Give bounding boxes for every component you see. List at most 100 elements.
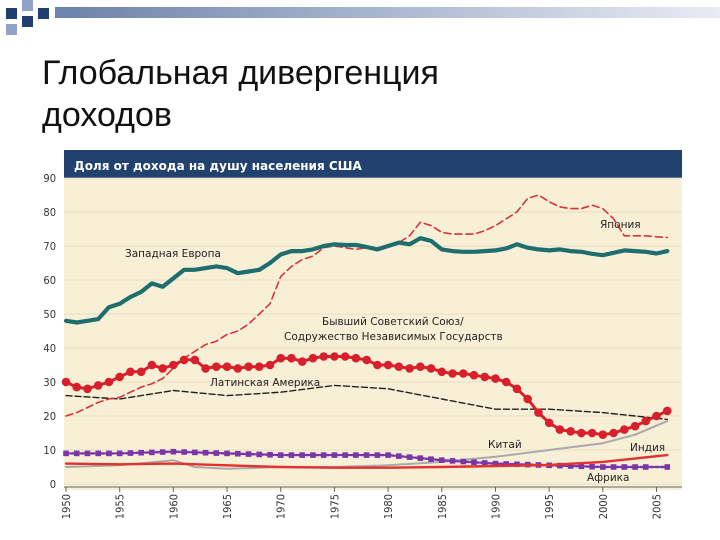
data-point <box>267 451 273 458</box>
data-point <box>254 362 264 372</box>
data-point <box>222 362 232 372</box>
data-point <box>385 452 391 458</box>
data-point <box>448 369 457 378</box>
data-point <box>577 428 586 438</box>
data-point <box>190 355 200 365</box>
y-tick-label: 70 <box>43 240 56 253</box>
data-point <box>600 464 606 470</box>
data-point <box>104 377 114 387</box>
data-point <box>523 394 532 404</box>
data-point <box>170 448 177 455</box>
data-point <box>426 364 436 373</box>
data-point <box>256 451 263 458</box>
data-point <box>330 352 339 361</box>
data-point <box>555 425 565 434</box>
x-tick-label: 1970 <box>275 494 288 519</box>
decor-square <box>22 16 33 27</box>
series-label-latin-america: Латинская Америка <box>210 377 320 389</box>
x-tick-label: 2005 <box>651 494 664 519</box>
data-point <box>83 384 92 394</box>
data-point <box>310 452 316 458</box>
data-point <box>61 377 71 387</box>
data-point <box>449 458 456 464</box>
data-point <box>481 460 488 466</box>
data-point <box>557 462 563 469</box>
data-point <box>72 382 82 392</box>
data-point <box>213 450 220 456</box>
series-line-china <box>65 420 669 470</box>
data-point <box>621 464 628 470</box>
data-point <box>363 452 370 458</box>
series-label-africa: Африка <box>587 472 629 484</box>
top-gradient-bar <box>55 7 720 18</box>
y-tick-label: 40 <box>43 342 56 355</box>
data-point <box>630 421 640 431</box>
data-point <box>416 362 425 372</box>
decor-square <box>6 8 17 19</box>
data-point <box>319 352 328 361</box>
series-label-line: Содружество Независимых Государств <box>284 331 503 343</box>
data-point <box>514 461 520 468</box>
series-label-india: Индия <box>630 442 665 454</box>
data-point <box>589 463 595 470</box>
data-point <box>93 381 103 390</box>
data-point <box>192 449 198 456</box>
data-point <box>438 457 445 463</box>
series-layer <box>61 194 672 470</box>
plot-background <box>64 178 682 490</box>
data-point <box>567 463 574 469</box>
data-point <box>147 360 157 370</box>
grid <box>64 177 682 485</box>
data-point <box>566 427 575 436</box>
data-point <box>480 372 490 382</box>
data-point <box>652 411 661 421</box>
slide-title: Глобальная дивергенция доходов <box>42 52 642 136</box>
data-point <box>63 450 69 457</box>
data-point <box>159 449 166 455</box>
data-point <box>233 364 243 373</box>
data-point <box>149 449 155 456</box>
data-point <box>428 456 434 462</box>
y-tick-label: 30 <box>43 376 56 389</box>
data-point <box>664 464 671 470</box>
data-point <box>308 353 318 363</box>
series-label-china: Китай <box>488 439 522 451</box>
series-label-line: Бывший Советский Союз/ <box>322 316 464 328</box>
data-point <box>417 455 424 461</box>
data-point <box>374 452 381 458</box>
data-point <box>471 459 477 466</box>
x-tick-label: 1985 <box>436 494 449 519</box>
data-point <box>127 450 134 456</box>
x-tick-label: 1950 <box>60 494 73 519</box>
data-point <box>265 360 275 370</box>
header-band <box>64 150 682 178</box>
y-tick-label: 80 <box>43 206 56 219</box>
data-point <box>662 406 672 416</box>
data-point <box>501 377 511 387</box>
decor-square <box>38 8 49 19</box>
data-point <box>353 452 359 458</box>
x-tick-label: 1975 <box>328 494 341 519</box>
data-point <box>362 355 371 365</box>
series-label-former-ussr: Бывший Советский Союз/Содружество Незави… <box>284 316 503 343</box>
data-point <box>138 449 144 456</box>
data-point <box>106 450 112 457</box>
data-point <box>297 357 307 366</box>
data-point <box>469 370 479 380</box>
data-point <box>405 364 414 373</box>
data-point <box>632 464 638 470</box>
data-point <box>383 360 393 370</box>
x-tick-label: 1965 <box>221 494 234 519</box>
data-point <box>276 353 286 363</box>
series-line-japan <box>65 194 669 417</box>
data-point <box>437 367 447 377</box>
y-tick-label: 50 <box>43 308 56 321</box>
data-point <box>158 364 167 373</box>
x-tick-label: 1955 <box>114 494 127 519</box>
data-point <box>179 355 189 365</box>
data-point <box>245 451 252 457</box>
slide-title-line2: доходов <box>42 96 172 134</box>
decorative-squares <box>0 0 60 45</box>
data-point <box>394 362 404 372</box>
